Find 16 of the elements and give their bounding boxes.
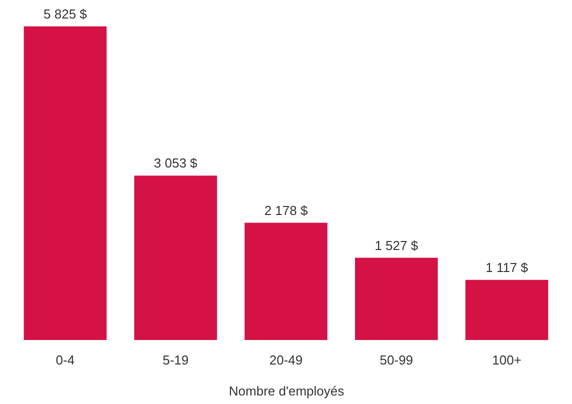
x-tick-label: 100+ [492, 352, 522, 368]
data-label: 5 825 $ [44, 6, 88, 22]
bar [24, 26, 107, 340]
x-tick-label: 50-99 [380, 352, 414, 368]
x-tick-label: 20-49 [269, 352, 303, 368]
bar [355, 258, 438, 340]
x-tick-label: 5-19 [162, 352, 189, 368]
bar [134, 176, 217, 340]
data-label: 3 053 $ [154, 156, 198, 171]
bar [465, 280, 548, 340]
data-label: 1 117 $ [486, 260, 529, 275]
data-label: 2 178 $ [264, 202, 308, 218]
data-label: 1 527 $ [374, 238, 419, 253]
bar [244, 222, 328, 340]
x-axis-title: Nombre d'employés [228, 384, 345, 398]
x-tick-label: 0-4 [56, 352, 75, 368]
